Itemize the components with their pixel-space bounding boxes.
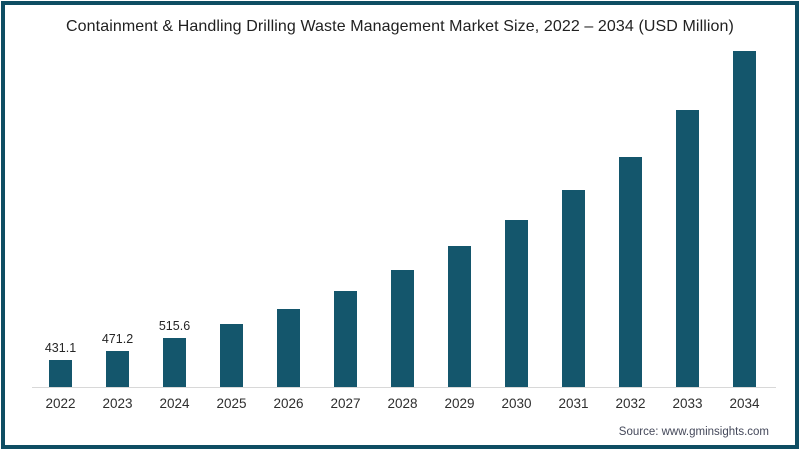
bar-2034 — [733, 51, 756, 387]
x-tick-label-2033: 2033 — [672, 396, 703, 411]
bar-2028 — [391, 270, 414, 387]
x-tick-label-2026: 2026 — [273, 396, 304, 411]
bar-cell-2024: 515.6 — [146, 45, 203, 387]
x-tick-label-2025: 2025 — [216, 396, 247, 411]
bar-2027 — [334, 291, 357, 387]
bar-cell-2026 — [260, 45, 317, 387]
bar-2029 — [448, 246, 471, 387]
bar-cell-2022: 431.1 — [32, 45, 89, 387]
bar-2022 — [49, 360, 72, 387]
x-tick-label-2031: 2031 — [558, 396, 589, 411]
bar-2031 — [562, 190, 585, 387]
bar-cell-2030 — [488, 45, 545, 387]
bar-cell-2031 — [545, 45, 602, 387]
x-tick-label-2022: 2022 — [45, 396, 76, 411]
bar-value-label-2022: 431.1 — [44, 341, 77, 355]
bar-cell-2025 — [203, 45, 260, 387]
bar-cell-2033 — [659, 45, 716, 387]
bar-2023 — [106, 351, 129, 387]
bar-2030 — [505, 220, 528, 387]
x-tick-label-2032: 2032 — [615, 396, 646, 411]
bar-2026 — [277, 309, 300, 387]
bar-cell-2027 — [317, 45, 374, 387]
bar-2025 — [220, 324, 243, 387]
x-tick-label-2030: 2030 — [501, 396, 532, 411]
bar-cell-2032 — [602, 45, 659, 387]
x-tick-label-2024: 2024 — [159, 396, 190, 411]
x-tick-label-2034: 2034 — [729, 396, 760, 411]
bar-cell-2023: 471.2 — [89, 45, 146, 387]
x-tick-label-2028: 2028 — [387, 396, 418, 411]
x-tick-label-2023: 2023 — [102, 396, 133, 411]
source-attribution: Source: www.gminsights.com — [618, 426, 769, 438]
x-axis-line — [32, 387, 776, 388]
bar-cell-2034 — [716, 45, 773, 387]
x-tick-label-2029: 2029 — [444, 396, 475, 411]
bar-2032 — [619, 157, 642, 387]
x-tick-label-2027: 2027 — [330, 396, 361, 411]
bar-2024 — [163, 338, 186, 387]
bars-container: 431.1 471.2 515.6 — [32, 45, 773, 387]
bar-value-label-2024: 515.6 — [158, 319, 191, 333]
x-axis-labels: 2022 2023 2024 2025 2026 2027 2028 2029 2030 2031… — [32, 396, 773, 411]
bar-2033 — [676, 110, 699, 387]
bar-cell-2028 — [374, 45, 431, 387]
bar-value-label-2023: 471.2 — [101, 332, 134, 346]
chart-title: Containment & Handling Drilling Waste Ma… — [66, 18, 734, 35]
bar-cell-2029 — [431, 45, 488, 387]
